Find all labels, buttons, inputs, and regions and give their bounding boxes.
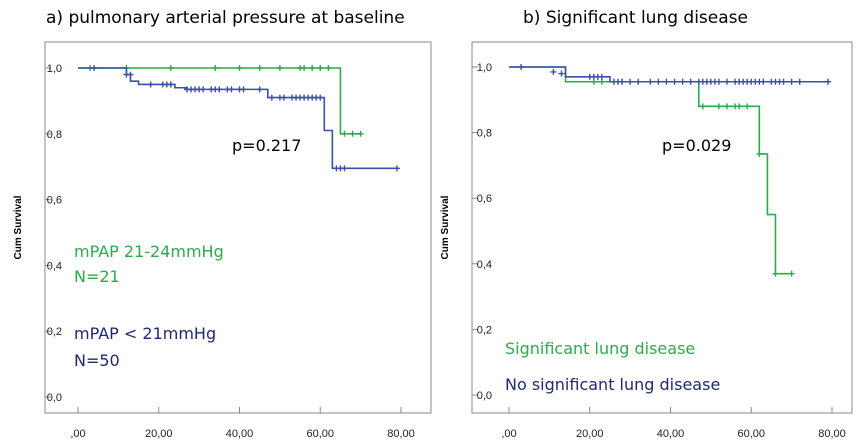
x-tick-label: 60,00 [737, 428, 765, 440]
censor-mark [824, 78, 831, 85]
censor-mark [167, 65, 174, 71]
x-tick-label: 80,00 [387, 428, 415, 440]
censor-mark [256, 86, 263, 93]
y-tick-label: 0,2 [47, 326, 62, 338]
series-line [509, 66, 792, 275]
censor-mark [558, 70, 565, 77]
censor-mark [216, 86, 223, 93]
y-axis-label: Cum Survival [440, 195, 451, 259]
censor-mark [687, 78, 694, 85]
y-tick-label: 0,6 [477, 193, 492, 205]
censor-mark [635, 78, 642, 85]
censor-mark [341, 165, 348, 172]
legend-label: mPAP 21-24mmHg [74, 242, 224, 261]
x-tick-label: 40,00 [226, 428, 254, 440]
censor-mark [301, 65, 308, 71]
p-value-annotation: p=0.029 [662, 136, 731, 155]
censor-mark [127, 71, 134, 78]
censor-mark [760, 78, 767, 85]
censor-mark [715, 103, 722, 110]
censor-mark [317, 65, 324, 71]
p-value-annotation: p=0.217 [232, 136, 301, 155]
censor-mark [772, 270, 779, 277]
legend-label: N=50 [74, 351, 120, 370]
legend-label: Significant lung disease [505, 339, 695, 358]
censor-mark [309, 65, 316, 71]
plot-frame [44, 41, 432, 414]
censor-mark [663, 78, 670, 85]
x-tick-label: 40,00 [657, 428, 685, 440]
censor-mark [699, 103, 706, 110]
censor-mark [256, 65, 263, 71]
censor-mark [788, 78, 795, 85]
series-line [78, 67, 361, 135]
censor-mark [280, 94, 287, 101]
censor-mark [671, 78, 678, 85]
x-tick-label: 80,00 [818, 428, 846, 440]
censor-mark [167, 81, 174, 88]
censor-mark [212, 65, 219, 71]
censor-mark [598, 73, 605, 80]
chart-a-title: a) pulmonary arterial pressure at baseli… [46, 8, 405, 28]
censor-mark [724, 78, 731, 85]
censor-mark [357, 130, 364, 137]
y-tick-label: 0,6 [47, 195, 62, 207]
censor-mark [715, 78, 722, 85]
censor-mark [796, 78, 803, 85]
y-tick-label: 0,0 [477, 390, 492, 402]
censor-mark [393, 165, 400, 172]
censor-mark [228, 86, 235, 93]
x-tick-label: 60,00 [306, 428, 334, 440]
legend-label: No significant lung disease [505, 375, 720, 394]
y-tick-label: 0,4 [477, 259, 492, 271]
censor-mark [788, 270, 795, 277]
censor-mark [325, 65, 332, 71]
y-tick-label: 0,8 [477, 128, 492, 140]
censor-mark [268, 94, 275, 101]
censor-mark [341, 130, 348, 137]
censor-mark [780, 78, 787, 85]
y-tick-label: 0,8 [47, 129, 62, 141]
censor-mark [518, 64, 525, 70]
legend-label: mPAP < 21mmHg [74, 324, 216, 343]
plot-frame [471, 41, 853, 414]
y-tick-label: 0,2 [477, 324, 492, 336]
censor-mark [349, 130, 356, 137]
censor-mark [91, 65, 98, 71]
y-tick-label: 1,0 [477, 62, 492, 74]
chart-a: 0,0 0,2 0,4 0,6 0,8 1,0 ,00 20,00 40,00 60,00 80,0… [13, 41, 432, 440]
censor-mark [756, 150, 763, 157]
chart-b-title: b) Significant lung disease [523, 8, 748, 28]
censor-mark [240, 86, 247, 93]
censor-mark [147, 81, 154, 88]
censor-mark [647, 78, 654, 85]
x-tick-label: 20,00 [145, 428, 173, 440]
y-tick-label: 0,0 [47, 392, 62, 404]
censor-mark [679, 78, 686, 85]
x-tick-label: ,00 [70, 428, 85, 440]
censor-mark [236, 65, 243, 71]
x-tick-label: 20,00 [576, 428, 604, 440]
censor-mark [736, 103, 743, 110]
censor-mark [317, 94, 324, 101]
censor-mark [619, 78, 626, 85]
censor-mark [724, 103, 731, 110]
censor-mark [276, 65, 283, 71]
legend-label: N=21 [74, 267, 120, 286]
y-axis-label: Cum Survival [13, 195, 24, 259]
censor-mark [627, 78, 634, 85]
censor-mark [200, 86, 207, 93]
censor-mark [744, 103, 751, 110]
x-tick-label: ,00 [501, 428, 516, 440]
censor-mark [655, 78, 662, 85]
chart-b: 0,0 0,2 0,4 0,6 0,8 1,0 ,00 20,00 40,00 60,00 80,0… [440, 41, 853, 440]
y-tick-label: 1,0 [47, 63, 62, 75]
censor-mark [550, 68, 557, 75]
y-tick-label: 0,4 [47, 260, 62, 272]
